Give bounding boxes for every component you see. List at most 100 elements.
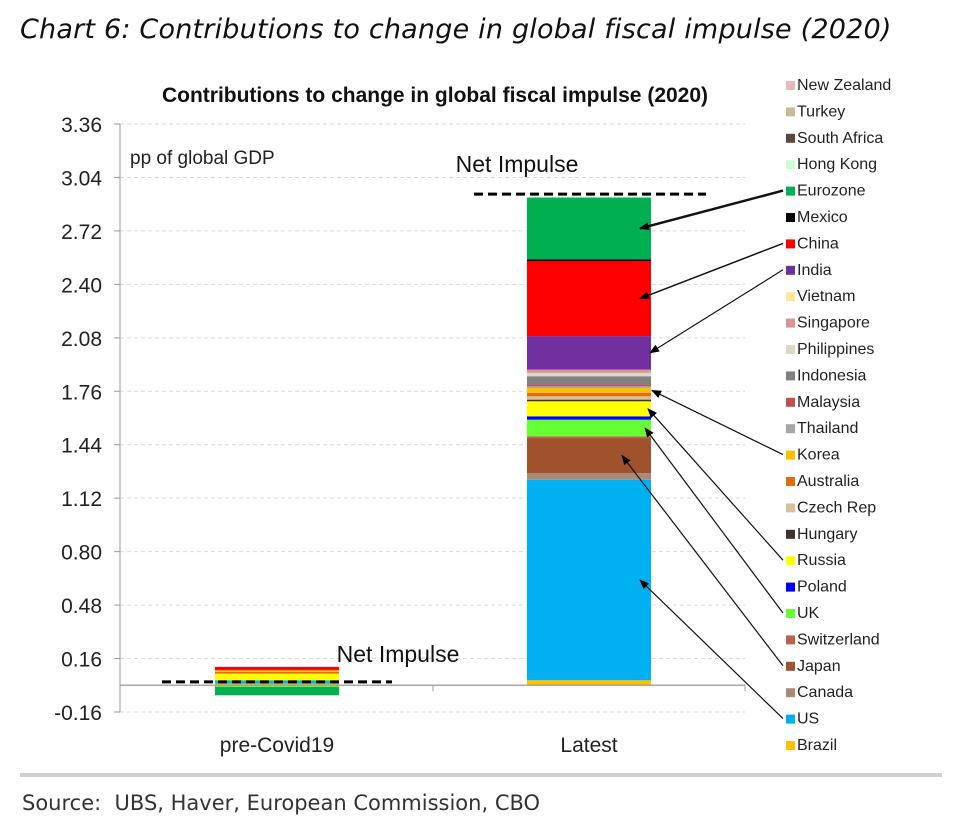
legend-item: Japan <box>786 658 841 675</box>
bar-segment-philippines <box>527 372 651 377</box>
legend-item: Eurozone <box>786 183 866 200</box>
legend-swatch <box>786 213 795 222</box>
legend-item: Singapore <box>786 315 870 332</box>
fiscal-impulse-chart: Contributions to change in global fiscal… <box>54 77 891 757</box>
bar-segment-australia <box>527 392 651 397</box>
stacked-bars <box>215 197 651 696</box>
y-axis-unit-label: pp of global GDP <box>130 148 275 169</box>
legend-item: Poland <box>786 579 847 596</box>
legend-item: China <box>786 235 839 252</box>
legend-pointer-arrow <box>639 242 784 300</box>
bar-segment-singapore <box>527 369 651 373</box>
legend-label: South Africa <box>797 130 883 147</box>
legend-item: US <box>786 711 819 728</box>
y-tick-label: 1.12 <box>61 488 102 511</box>
legend-swatch <box>786 292 795 302</box>
legend-swatch <box>786 714 795 724</box>
legend-swatch <box>786 186 795 196</box>
bar-segment-korea <box>215 670 339 672</box>
legend-item: Korea <box>786 447 840 464</box>
bar-segment-russia <box>527 401 651 417</box>
legend-pointer-arrow <box>639 579 784 720</box>
legend-label: UK <box>797 605 820 622</box>
legend-item: Canada <box>786 684 853 701</box>
legend-label: Mexico <box>797 209 848 226</box>
legend-label: Thailand <box>797 420 858 437</box>
legend-label: Indonesia <box>797 367 866 384</box>
legend-item: India <box>786 262 832 279</box>
legend-swatch <box>786 371 795 381</box>
bar-segment-australia <box>215 671 339 674</box>
legend-swatch <box>786 688 795 698</box>
bar-segment-thailand <box>527 386 651 388</box>
bar-segment-hungary <box>527 399 651 402</box>
chart-title: Contributions to change in global fiscal… <box>162 84 708 107</box>
y-tick-label: 2.08 <box>61 328 102 351</box>
net-impulse-label: Net Impulse <box>456 151 579 177</box>
bar-segment-eurozone <box>215 686 339 696</box>
bar-segment-indonesia <box>527 376 651 385</box>
y-tick-label: 0.48 <box>61 595 102 618</box>
legend-pointer-arrow <box>644 427 784 614</box>
legend-item: Hong Kong <box>786 156 877 173</box>
legend-pointer-arrow <box>639 189 784 230</box>
bar-segment-switzerland <box>527 436 651 439</box>
legend-label: Hungary <box>797 526 857 543</box>
legend-label: Canada <box>797 684 853 701</box>
legend-swatch <box>786 529 795 539</box>
legend-label: Brazil <box>797 737 837 754</box>
legend-item: Brazil <box>786 737 837 754</box>
legend-label: Eurozone <box>797 183 866 200</box>
bar-segment-mexico <box>527 259 651 261</box>
legend-item: Indonesia <box>786 367 866 384</box>
bar-segment-china <box>215 666 339 671</box>
bar-segment-poland <box>527 416 651 420</box>
legend-swatch <box>786 160 795 170</box>
legend-swatch <box>786 741 795 750</box>
legend-pointer-arrow <box>651 389 784 456</box>
legend-item: Australia <box>786 473 859 490</box>
legend-label: China <box>797 235 839 252</box>
bar-segment-russia <box>215 673 339 681</box>
legend-item: Mexico <box>786 209 848 226</box>
legend-swatch <box>786 503 795 513</box>
source-note: Source: UBS, Haver, European Commission,… <box>22 791 541 815</box>
y-axis-ticks: 3.36 3.04 2.72 2.40 2.08 1.76 1.44 1.12 0.80 0.48… <box>54 114 120 725</box>
legend-label: Turkey <box>797 103 845 120</box>
legend-label: New Zealand <box>797 77 891 94</box>
legend-arrows <box>621 189 784 720</box>
legend-item: Philippines <box>786 341 874 358</box>
legend-item: South Africa <box>786 130 883 147</box>
y-tick-label: 2.40 <box>61 274 102 297</box>
legend-label: Korea <box>797 447 840 464</box>
legend-swatch <box>786 107 795 117</box>
legend-item: Malaysia <box>786 394 860 411</box>
legend-pointer-arrow <box>647 408 784 561</box>
legend-label: Malaysia <box>797 394 860 411</box>
bar-segment-korea <box>527 387 651 393</box>
net-impulse-label: Net Impulse <box>337 641 460 667</box>
legend-label: Czech Rep <box>797 499 876 516</box>
legend-swatch <box>786 239 795 249</box>
legend-label: Japan <box>797 658 841 675</box>
bar-segment-uk <box>215 685 339 687</box>
legend-label: Philippines <box>797 341 874 358</box>
legend-item: Hungary <box>786 526 857 543</box>
bar-segment-uk <box>527 419 651 437</box>
legend-swatch <box>786 345 795 354</box>
bar-segment-japan <box>527 438 651 474</box>
legend-swatch <box>786 477 795 486</box>
legend-swatch <box>786 635 795 645</box>
y-tick-label: 1.44 <box>61 435 102 458</box>
legend-swatch <box>786 582 795 592</box>
legend-item: Thailand <box>786 420 858 437</box>
legend-item: Czech Rep <box>786 499 876 516</box>
legend-item: New Zealand <box>786 77 891 94</box>
legend-swatch <box>786 450 795 460</box>
bar-segment-brazil <box>215 683 339 686</box>
net-impulse-markers: Net Impulse Net Impulse <box>162 151 706 684</box>
legend-pointer-arrow <box>649 269 784 354</box>
legend-swatch <box>786 556 795 566</box>
legend-pointer-arrow <box>621 454 784 667</box>
legend-label: Russia <box>797 552 846 569</box>
